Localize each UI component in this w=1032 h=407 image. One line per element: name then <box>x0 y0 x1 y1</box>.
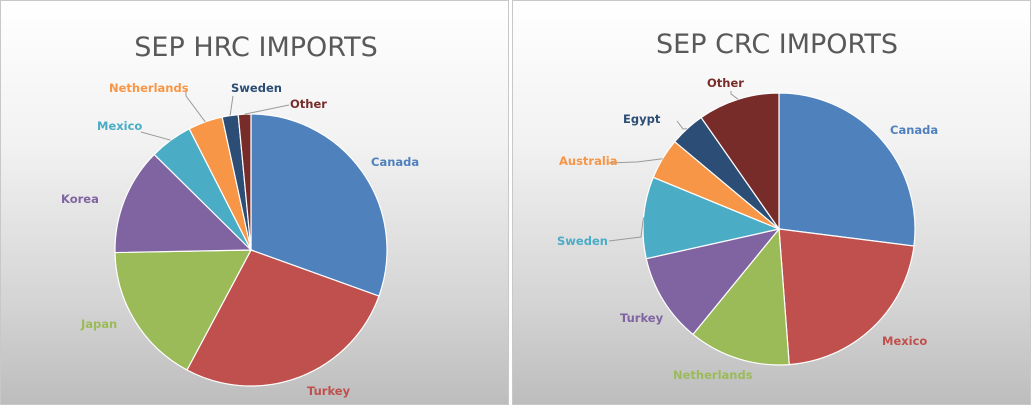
crc-chart-panel: SEP CRC IMPORTS Canada Mexico Netherlands T… <box>512 0 1031 405</box>
crc-label-other: Other <box>707 76 744 90</box>
hrc-slice-japan <box>114 249 253 371</box>
hrc-slice-canada <box>250 113 388 297</box>
hrc-label-korea: Korea <box>61 192 99 206</box>
crc-label-netherlands: Netherlands <box>673 368 753 382</box>
hrc-leader-sweden <box>229 95 234 116</box>
hrc-leader-other <box>244 104 290 115</box>
hrc-label-netherlands: Netherlands <box>109 81 189 95</box>
crc-chart-title: SEP CRC IMPORTS <box>656 29 898 60</box>
crc-label-egypt: Egypt <box>623 112 661 126</box>
hrc-label-canada: Canada <box>371 155 419 169</box>
crc-leader-egypt <box>676 120 688 130</box>
hrc-label-turkey: Turkey <box>307 384 351 398</box>
hrc-label-mexico: Mexico <box>97 119 142 133</box>
crc-leader-australia <box>608 158 663 164</box>
crc-slice-mexico <box>778 228 915 366</box>
crc-slice-sweden <box>642 176 781 260</box>
hrc-leader-netherlands <box>185 89 206 123</box>
crc-slice-turkey <box>645 228 781 336</box>
crc-slice-other <box>700 92 780 231</box>
crc-slice-canada <box>778 92 916 247</box>
crc-leader-other <box>730 91 739 100</box>
crc-label-turkey: Turkey <box>620 311 664 325</box>
crc-label-australia: Australia <box>559 154 618 168</box>
crc-leader-sweden <box>608 217 644 242</box>
hrc-pie-chart: SEP HRC IMPORTS Canada Turkey Japan Korea Me… <box>61 32 419 398</box>
hrc-leader-mexico <box>140 131 171 141</box>
crc-slice-netherlands <box>692 227 790 366</box>
hrc-slice-korea <box>114 153 253 254</box>
crc-pie-chart: SEP CRC IMPORTS Canada Mexico Netherlands T… <box>557 29 938 382</box>
hrc-chart-panel: SEP HRC IMPORTS Canada Turkey Japan Korea Me… <box>0 0 509 405</box>
crc-label-canada: Canada <box>890 123 938 137</box>
crc-label-sweden: Sweden <box>557 234 608 248</box>
hrc-label-other: Other <box>290 97 327 111</box>
hrc-chart-title: SEP HRC IMPORTS <box>134 32 377 63</box>
crc-label-mexico: Mexico <box>882 334 927 348</box>
hrc-slice-turkey <box>186 249 380 387</box>
hrc-label-japan: Japan <box>80 317 117 331</box>
hrc-label-sweden: Sweden <box>231 81 282 95</box>
